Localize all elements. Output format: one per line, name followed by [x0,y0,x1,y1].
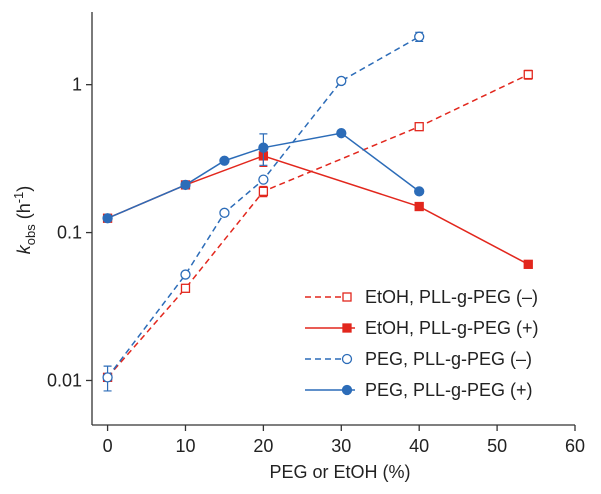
x-tick-label: 30 [331,436,351,456]
x-axis-label: PEG or EtOH (%) [269,462,410,482]
legend-label: EtOH, PLL-g-PEG (+) [365,318,539,338]
y-label-part: obs [23,224,38,245]
marker [219,207,230,218]
y-tick-label: 0.01 [47,370,82,390]
marker [523,69,533,80]
legend-marker [342,292,352,302]
x-tick-label: 50 [487,436,507,456]
y-tick-label: 0.1 [57,223,82,243]
legend-marker [341,353,353,365]
y-label-part: -1 [11,192,26,204]
series-line [107,132,420,219]
marker [523,259,533,269]
marker [102,213,113,224]
marker [258,142,269,153]
marker [414,122,424,132]
x-tick-label: 10 [175,436,195,456]
legend-label: PEG, PLL-g-PEG (+) [365,380,533,400]
marker [219,155,230,166]
marker [336,75,347,87]
x-tick-label: 0 [103,436,113,456]
marker [180,179,191,191]
y-label-part: (h [14,203,34,224]
y-label-part: k [14,244,34,254]
marker [180,269,191,280]
legend-label: EtOH, PLL-g-PEG (–) [365,287,538,307]
series-line [107,155,529,265]
marker [336,128,347,139]
marker [180,283,191,293]
marker [258,174,269,185]
marker [102,372,113,383]
marker [258,186,269,196]
series-line [106,36,420,378]
y-tick-label: 1 [72,75,82,95]
marker [414,201,424,212]
x-tick-label: 60 [565,436,585,456]
y-axis-label: kobs (h-1) [11,186,38,255]
x-tick-label: 20 [253,436,273,456]
marker [414,31,425,42]
x-tick-label: 40 [409,436,429,456]
legend-label: PEG, PLL-g-PEG (–) [365,349,532,369]
y-label-part: ) [14,186,34,192]
legend-marker [342,323,352,333]
marker [414,186,425,197]
legend-marker [341,384,353,396]
